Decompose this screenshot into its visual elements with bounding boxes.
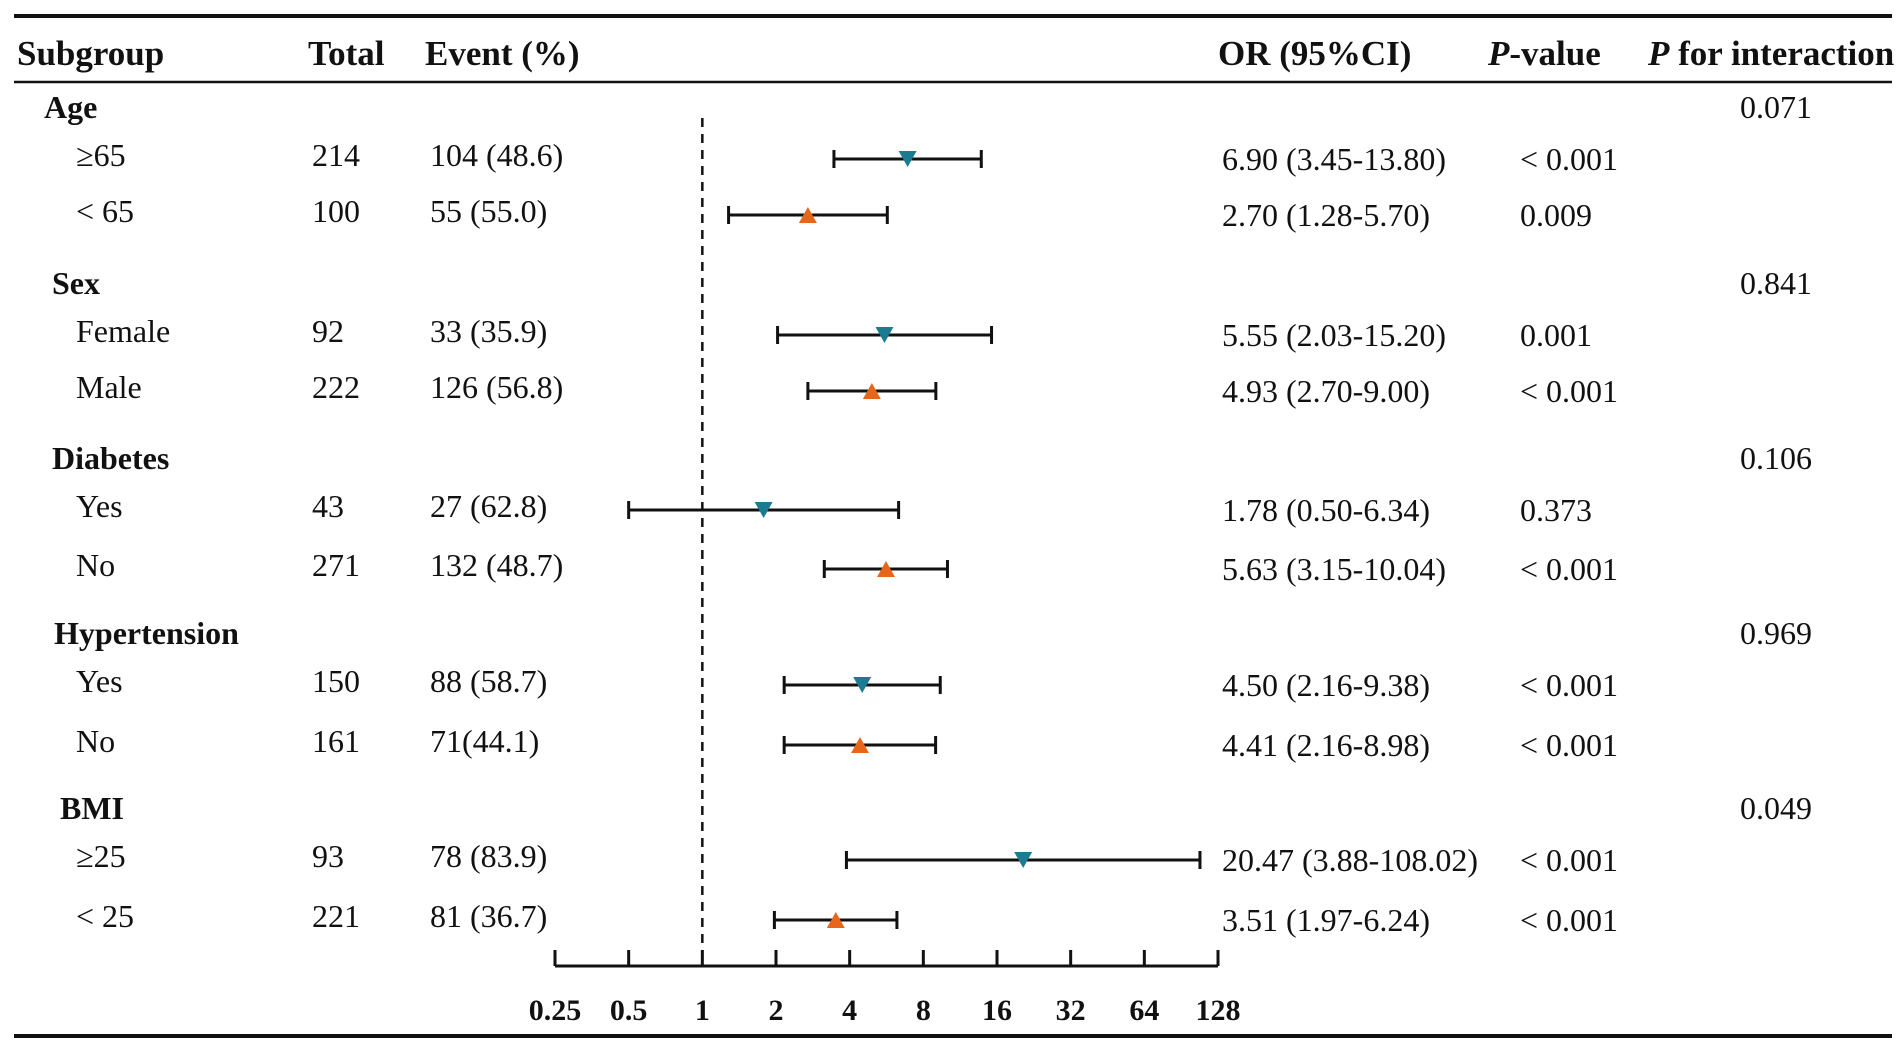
row-p-value: < 0.001 <box>1520 141 1619 177</box>
x-tick-label: 0.5 <box>609 994 648 1027</box>
header-p-rest: -value <box>1509 34 1601 73</box>
header-total: Total <box>308 34 385 73</box>
row-or-ci: 6.90 (3.45-13.80) <box>1222 141 1446 177</box>
row-event: 27 (62.8) <box>430 488 548 524</box>
header-or: OR (95%CI) <box>1218 34 1412 73</box>
row-p-value: < 0.001 <box>1520 902 1619 938</box>
row-event: 126 (56.8) <box>430 369 564 405</box>
row-total: 150 <box>312 663 360 699</box>
row-p-value: 0.373 <box>1520 492 1592 528</box>
p-interaction-value: 0.969 <box>1740 615 1812 651</box>
row-or-ci: 2.70 (1.28-5.70) <box>1222 197 1430 233</box>
row-p-value: 0.001 <box>1520 317 1592 353</box>
row-event: 71(44.1) <box>430 723 540 759</box>
row-total: 222 <box>312 369 360 405</box>
x-tick-label: 128 <box>1195 994 1241 1027</box>
group-label: Hypertension <box>54 615 239 651</box>
row-event: 33 (35.9) <box>430 313 548 349</box>
or-marker <box>862 383 881 399</box>
x-tick-label: 8 <box>915 994 931 1027</box>
group-label: Age <box>44 89 98 125</box>
group-label: BMI <box>60 790 124 826</box>
row-event: 104 (48.6) <box>430 137 564 173</box>
row-label: ≥25 <box>76 838 126 874</box>
row-or-ci: 4.93 (2.70-9.00) <box>1222 373 1430 409</box>
row-label: No <box>76 723 116 759</box>
row-or-ci: 3.51 (1.97-6.24) <box>1222 902 1430 938</box>
row-label: No <box>76 547 116 583</box>
p-interaction-value: 0.049 <box>1740 790 1812 826</box>
row-label: Yes <box>76 663 123 699</box>
x-tick-label: 2 <box>768 994 784 1027</box>
row-label: < 65 <box>76 193 135 229</box>
row-or-ci: 4.41 (2.16-8.98) <box>1222 727 1430 763</box>
or-marker <box>898 151 917 167</box>
row-label: Yes <box>76 488 123 524</box>
x-tick-label: 4 <box>842 994 858 1027</box>
row-event: 88 (58.7) <box>430 663 548 699</box>
row-total: 221 <box>312 898 360 934</box>
or-marker <box>851 737 870 753</box>
p-interaction-value: 0.106 <box>1740 440 1812 476</box>
row-p-value: < 0.001 <box>1520 551 1619 587</box>
row-label: < 25 <box>76 898 135 934</box>
header-p-italic: P <box>1488 34 1510 73</box>
or-marker <box>875 327 894 343</box>
row-total: 271 <box>312 547 360 583</box>
or-marker <box>798 207 817 223</box>
or-marker <box>1014 852 1033 868</box>
row-total: 43 <box>312 488 344 524</box>
or-marker <box>853 677 872 693</box>
group-label: Sex <box>52 265 100 301</box>
row-or-ci: 5.55 (2.03-15.20) <box>1222 317 1446 353</box>
row-or-ci: 4.50 (2.16-9.38) <box>1222 667 1430 703</box>
row-label: Female <box>76 313 171 349</box>
header-pint-italic: P <box>1648 34 1670 73</box>
row-event: 78 (83.9) <box>430 838 548 874</box>
header-p-interaction: P for interaction <box>1648 36 1894 71</box>
row-event: 132 (48.7) <box>430 547 564 583</box>
row-p-value: < 0.001 <box>1520 842 1619 878</box>
row-label: ≥65 <box>76 137 126 173</box>
or-marker <box>754 502 773 518</box>
x-tick-label: 0.25 <box>528 994 582 1027</box>
row-or-ci: 1.78 (0.50-6.34) <box>1222 492 1430 528</box>
header-event: Event (%) <box>425 34 580 73</box>
x-tick-label: 32 <box>1055 994 1086 1027</box>
row-or-ci: 20.47 (3.88-108.02) <box>1222 842 1478 878</box>
p-interaction-value: 0.841 <box>1740 265 1812 301</box>
row-event: 81 (36.7) <box>430 898 548 934</box>
row-total: 161 <box>312 723 360 759</box>
p-interaction-value: 0.071 <box>1740 89 1812 125</box>
or-marker <box>826 912 845 928</box>
x-tick-label: 16 <box>982 994 1012 1027</box>
header-pint-rest: for interaction <box>1669 34 1895 73</box>
header-p-value: P-value <box>1488 36 1601 71</box>
row-event: 55 (55.0) <box>430 193 548 229</box>
row-or-ci: 5.63 (3.15-10.04) <box>1222 551 1446 587</box>
group-label: Diabetes <box>52 440 170 476</box>
row-total: 214 <box>312 137 360 173</box>
row-total: 100 <box>312 193 360 229</box>
or-marker <box>876 561 895 577</box>
x-tick-label: 64 <box>1129 994 1160 1027</box>
row-p-value: 0.009 <box>1520 197 1592 233</box>
header-subgroup: Subgroup <box>17 34 165 73</box>
row-p-value: < 0.001 <box>1520 667 1619 703</box>
row-label: Male <box>76 369 142 405</box>
row-p-value: < 0.001 <box>1520 727 1619 763</box>
row-total: 92 <box>312 313 344 349</box>
row-total: 93 <box>312 838 344 874</box>
row-p-value: < 0.001 <box>1520 373 1619 409</box>
x-tick-label: 1 <box>694 994 710 1027</box>
